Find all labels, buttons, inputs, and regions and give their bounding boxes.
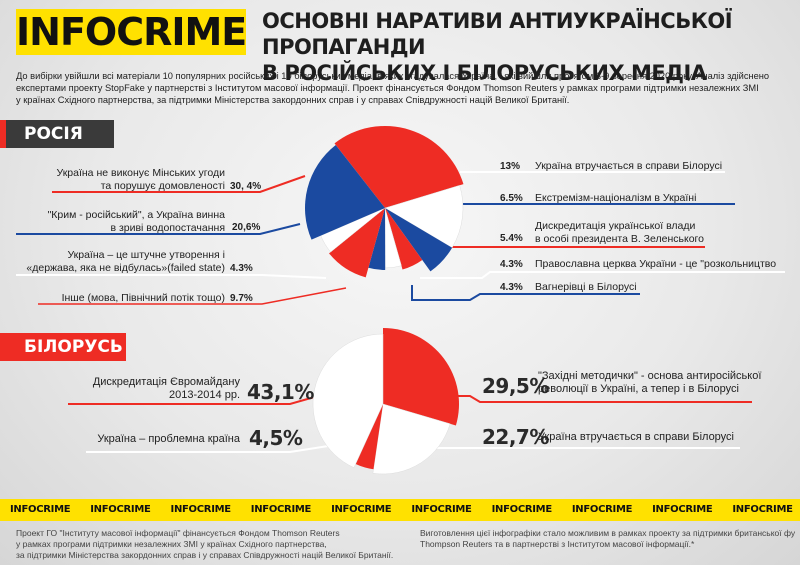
pct-ru-crimea: 20,6%: [232, 222, 261, 233]
tape-word: INFOCRIME: [571, 504, 633, 515]
label-by-problem: Україна – проблемна країна: [97, 433, 240, 445]
label-ru-extremism: Екстремізм-націоналізм в Україні: [535, 192, 697, 204]
pct-ru-minsk: 30, 4%: [230, 181, 262, 192]
by-slice-2: [355, 404, 383, 470]
label-ru-zelensky-line2: в особі президента В. Зеленського: [535, 233, 704, 245]
footer-left-line3: за підтримки Міністерства закордонних сп…: [16, 550, 394, 560]
ru-slice-4: [384, 207, 402, 269]
tape-word: INFOCRIME: [652, 504, 713, 515]
intro-line-3: у країнах Східного партнерства, за підтр…: [16, 95, 570, 105]
label-ru-failed-line1: Україна – це штучне утворення і: [67, 249, 225, 261]
leader-by-maidan: [68, 395, 319, 405]
label-ru-crimea-line2: в зриві водопостачання: [110, 222, 225, 234]
footer-right-line1: Виготовлення цієї інфографіки стало можл…: [420, 528, 795, 538]
by-slice-3: [312, 333, 384, 469]
tape-word: INFOCRIME: [90, 504, 151, 515]
pct-by-interfere: 22,7%: [482, 425, 549, 449]
leader-ru-minsk: [52, 175, 306, 193]
label-ru-church: Православна церква України - це "розколь…: [535, 258, 777, 270]
section-belarus-tag: БІЛОРУСЬ: [0, 333, 126, 361]
label-by-maidan-line1: Дискредитація Євромайдану: [92, 376, 240, 388]
by-slice-0: [383, 328, 459, 426]
by-slice-1: [372, 403, 451, 475]
ru-slice-0: [334, 125, 464, 208]
title-line-1: Основні наративи антиукраїнської пропага…: [262, 9, 733, 59]
footer-left-line1: Проект ГО "Інституту масової інформації"…: [16, 528, 340, 538]
tape-word: INFOCRIME: [250, 504, 312, 515]
title-line-2: в російських і білоруських медіа: [262, 61, 707, 85]
label-by-methods-line1: "Західні методички" - основа антиросійсь…: [538, 370, 762, 382]
label-ru-failed: Україна – це штучне утворення і «держава…: [10, 249, 225, 275]
ru-slice-3: [385, 208, 423, 270]
tape-word: INFOCRIME: [331, 504, 392, 515]
footer-left-line2: у рамках програми підтримки незалежних З…: [16, 539, 327, 549]
ru-slice-6: [329, 208, 385, 278]
footer-right: Виготовлення цієї інфографіки стало можл…: [420, 528, 795, 550]
tape-word: INFOCRIME: [10, 504, 71, 515]
infocrime-tape: INFOCRIME INFOCRIME INFOCRIME INFOCRIME INFO…: [0, 499, 800, 521]
label-ru-crimea-line1: "Крим - російський", а Україна винна: [47, 209, 225, 221]
label-ru-wagner: Вагнерівці в Білорусі: [535, 281, 637, 293]
pct-ru-church: 4.3%: [500, 259, 523, 270]
pct-ru-failed: 4.3%: [230, 263, 253, 274]
label-ru-crimea: "Крим - російський", а Україна винна в з…: [10, 209, 225, 235]
intro-text: До вибірки увійшли всі матеріали 10 попу…: [16, 70, 786, 106]
leader-ru-church: [420, 271, 785, 279]
pie-russia: [305, 125, 464, 278]
pie-belarus: [312, 328, 459, 475]
label-ru-minsk: Україна не виконує Мінських угоди та пор…: [30, 167, 226, 193]
ru-slice-2: [385, 208, 453, 272]
label-by-methods-line2: революції в Україні, а тепер і в Білорус…: [538, 383, 739, 395]
pct-by-problem: 4,5%: [249, 426, 303, 450]
tape-word: INFOCRIME: [491, 504, 553, 515]
label-by-maidan: Дискредитація Євромайдану 2013-2014 рр.: [40, 376, 240, 402]
label-ru-other: Інше (мова, Північний потік тощо): [61, 292, 225, 304]
label-by-methods: "Західні методички" - основа антиросійсь…: [538, 370, 761, 396]
page-title: Основні наративи антиукраїнської пропага…: [262, 8, 792, 86]
infocrime-logo: INFOCRIME: [16, 9, 247, 55]
pct-ru-wagner: 4.3%: [500, 282, 523, 293]
intro-line-2: експертами проекту StopFake у партнерств…: [16, 83, 759, 93]
pct-ru-zelensky: 5.4%: [500, 233, 523, 244]
tape-word: INFOCRIME: [732, 504, 793, 515]
label-ru-minsk-line1: Україна не виконує Мінських угоди: [56, 167, 226, 179]
ru-slice-1: [384, 185, 464, 249]
ru-slice-5: [368, 208, 386, 270]
section-russia-tag: РОСІЯ: [0, 120, 114, 148]
label-ru-interfere: Україна втручається в справи Білорусі: [535, 160, 723, 172]
label-by-interfere: Україна втручається в справи Білорусі: [538, 431, 734, 443]
tape-word: INFOCRIME: [170, 504, 232, 515]
label-ru-zelensky-line1: Дискредитація української влади: [535, 220, 696, 232]
ru-slice-7: [320, 207, 386, 253]
ru-slice-8: [305, 144, 385, 240]
pct-ru-extremism: 6.5%: [500, 193, 523, 204]
label-by-maidan-line2: 2013-2014 рр.: [169, 389, 240, 401]
leader-ru-wagner: [411, 285, 640, 301]
leader-ru-other: [38, 287, 347, 305]
label-ru-zelensky: Дискредитація української влади в особі …: [535, 220, 704, 246]
intro-line-1: До вибірки увійшли всі матеріали 10 попу…: [16, 71, 770, 81]
pct-ru-other: 9.7%: [230, 293, 253, 304]
label-ru-minsk-line2: та порушує домовленості: [100, 180, 225, 192]
leader-ru-failed: [16, 274, 327, 279]
footer-right-line2: Thompson Reuters та в партнерстві з Інст…: [420, 539, 695, 549]
pct-by-methods: 29,5%: [482, 374, 549, 398]
pct-by-maidan: 43,1%: [247, 380, 314, 404]
label-ru-failed-line2: «держава, яка не відбулась»(failed state…: [26, 262, 225, 274]
leader-ru-crimea: [16, 223, 301, 235]
pct-ru-interfere: 13%: [500, 161, 521, 172]
footer-left: Проект ГО "Інституту масової інформації"…: [16, 528, 396, 561]
tape-word: INFOCRIME: [411, 504, 472, 515]
